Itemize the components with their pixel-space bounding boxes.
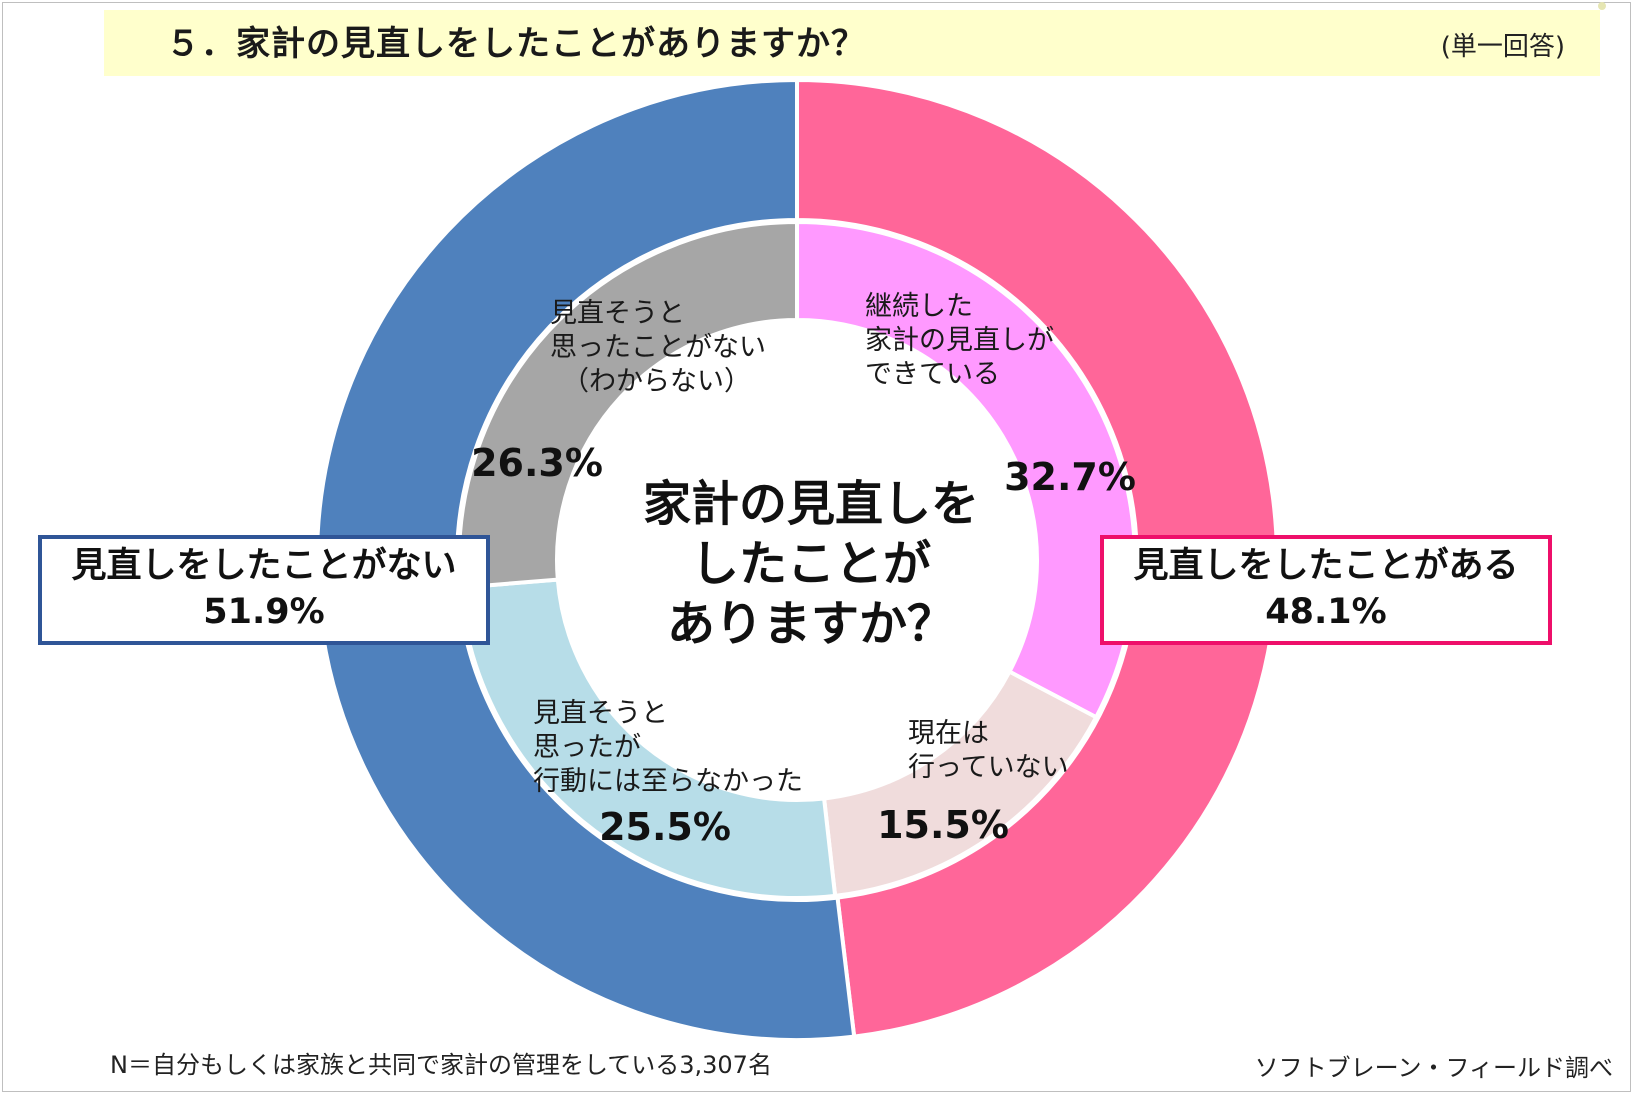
callout-no-review-value: 51.9% [203,592,325,632]
inner-slice-value-3: 26.3% [471,441,603,485]
inner-slice-value-1: 15.5% [877,803,1009,847]
center-label-line-2: ありますか？ [667,596,955,652]
inner-slice-label-3-line-0: 見直そうと [550,298,685,329]
inner-slice-label-2-line-0: 見直そうと [533,698,668,729]
callout-no-review-label: 見直しをしたことがない [71,546,457,586]
inner-slice-label-0-line-1: 家計の見直しが [865,325,1054,356]
callout-no-review: 見直しをしたことがない 51.9% [38,535,490,645]
inner-slice-label-3-line-2: （わからない） [562,366,751,397]
callout-reviewed-value: 48.1% [1265,592,1387,632]
inner-ring [457,219,1137,900]
inner-slice-label-3-line-1: 思ったことがない [550,332,766,363]
inner-slice-label-2-line-2: 行動には至らなかった [533,766,803,797]
inner-slice-label-0-line-0: 継続した [865,291,973,322]
chart-title: ５．家計の見直しをしたことがありますか？ [166,24,866,64]
title-bar [104,2,1606,76]
center-label-line-1: したことが [691,536,931,592]
callout-reviewed: 見直しをしたことがある 48.1% [1100,535,1552,645]
answer-type-label: (単一回答) [1440,32,1565,62]
inner-slice-label-2-line-1: 思ったが [533,732,641,763]
sample-note: N＝自分もしくは家族と共同で家計の管理をしている3,307名 [110,1051,772,1079]
inner-slice-3 [457,219,799,590]
callout-reviewed-label: 見直しをしたことがある [1133,546,1519,586]
center-label-line-0: 家計の見直しを [643,476,979,532]
source-credit: ソフトブレーン・フィールド調べ [1254,1054,1613,1082]
inner-slice-0 [795,219,1137,720]
inner-slice-value-2: 25.5% [599,805,731,849]
corner-dot [1598,2,1606,10]
inner-slice-value-0: 32.7% [1004,455,1136,499]
inner-slice-label-0-line-2: できている [865,359,1000,390]
inner-slice-label-1-line-1: 行っていない [908,752,1069,783]
inner-slice-label-1-line-0: 現在は [908,718,989,749]
center-label: 家計の見直しをしたことがありますか？ [643,476,979,652]
